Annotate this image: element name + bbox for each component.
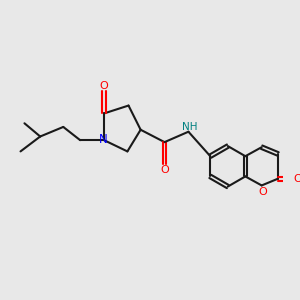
Text: O: O [258,187,267,196]
Text: N: N [99,133,107,146]
Text: O: O [100,81,108,92]
Text: NH: NH [182,122,197,132]
Text: O: O [293,174,300,184]
Text: O: O [160,165,169,175]
